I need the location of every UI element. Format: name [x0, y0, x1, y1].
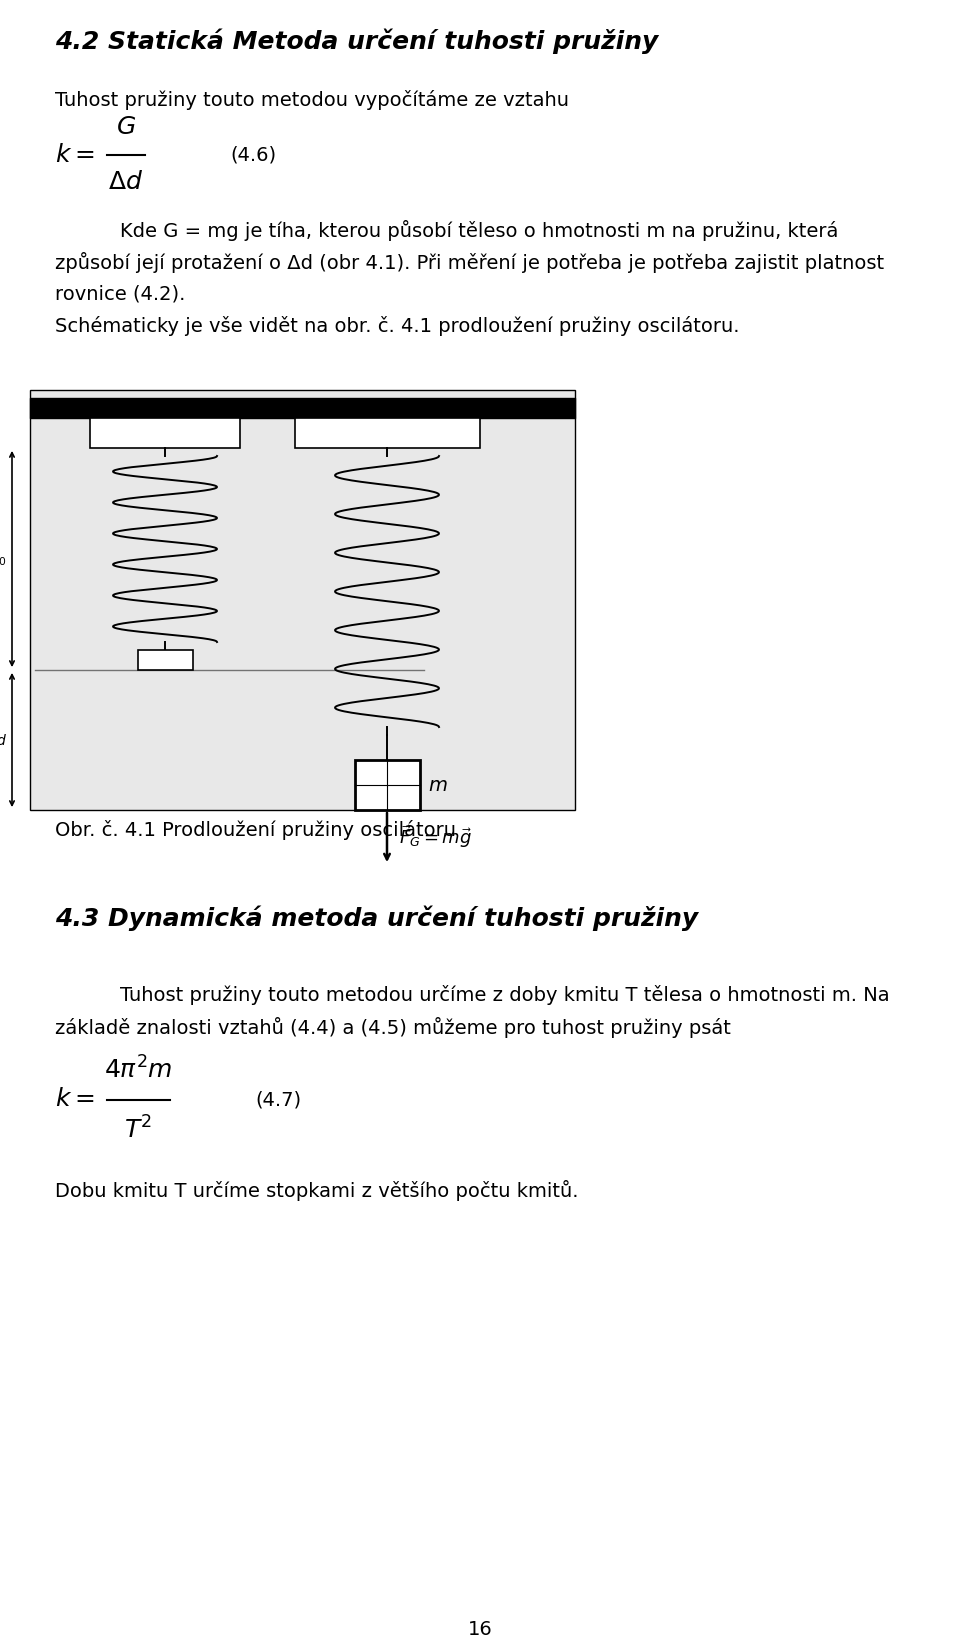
Text: $G$: $G$: [116, 115, 136, 138]
Bar: [138, 649, 193, 671]
Text: 4.2 Statická Metoda určení tuhosti pružiny: 4.2 Statická Metoda určení tuhosti pruži…: [55, 28, 659, 53]
Text: $k = $: $k = $: [55, 143, 95, 166]
Text: 4.3 Dynamická metoda určení tuhosti pružiny: 4.3 Dynamická metoda určení tuhosti pruž…: [55, 905, 698, 931]
Text: Tuhost pružiny touto metodou určíme z doby kmitu T tělesa o hmotnosti m. Na: Tuhost pružiny touto metodou určíme z do…: [120, 986, 890, 1005]
Text: $T^2$: $T^2$: [125, 1116, 153, 1144]
Text: 16: 16: [468, 1620, 492, 1640]
Text: rovnice (4.2).: rovnice (4.2).: [55, 283, 185, 303]
Bar: [355, 760, 420, 811]
Text: základě znalosti vztahů (4.4) a (4.5) můžeme pro tuhost pružiny psát: základě znalosti vztahů (4.4) a (4.5) mů…: [55, 1017, 731, 1038]
Text: (4.7): (4.7): [255, 1091, 301, 1109]
Text: $\Delta d$: $\Delta d$: [0, 732, 7, 748]
Text: $4\pi^2 m$: $4\pi^2 m$: [105, 1056, 173, 1084]
Text: (4.6): (4.6): [230, 145, 276, 165]
Text: Tuhost pružiny touto metodou vypočítáme ze vztahu: Tuhost pružiny touto metodou vypočítáme …: [55, 91, 569, 110]
Text: $k = $: $k = $: [55, 1088, 95, 1111]
Text: Schématicky je vše vidět na obr. č. 4.1 prodloužení pružiny oscilátoru.: Schématicky je vše vidět na obr. č. 4.1 …: [55, 316, 739, 336]
Bar: [30, 391, 575, 811]
Text: $\vec{F}_G = m\vec{g}$: $\vec{F}_G = m\vec{g}$: [399, 824, 472, 850]
Bar: [90, 419, 240, 448]
Text: způsobí její protažení o Δd (obr 4.1). Při měření je potřeba je potřeba zajistit: způsobí její protažení o Δd (obr 4.1). P…: [55, 252, 884, 274]
Text: Obr. č. 4.1 Prodloužení pružiny oscilátoru: Obr. č. 4.1 Prodloužení pružiny osciláto…: [55, 821, 456, 840]
Bar: [295, 419, 480, 448]
Text: $d_0$: $d_0$: [0, 550, 7, 569]
Text: $\Delta d$: $\Delta d$: [108, 171, 144, 194]
Text: Dobu kmitu T určíme stopkami z většího počtu kmitů.: Dobu kmitu T určíme stopkami z většího p…: [55, 1180, 579, 1201]
Text: $m$: $m$: [428, 776, 447, 794]
Text: Kde G = mg je tíha, kterou působí těleso o hmotnosti m na pružinu, která: Kde G = mg je tíha, kterou působí těleso…: [120, 219, 838, 241]
